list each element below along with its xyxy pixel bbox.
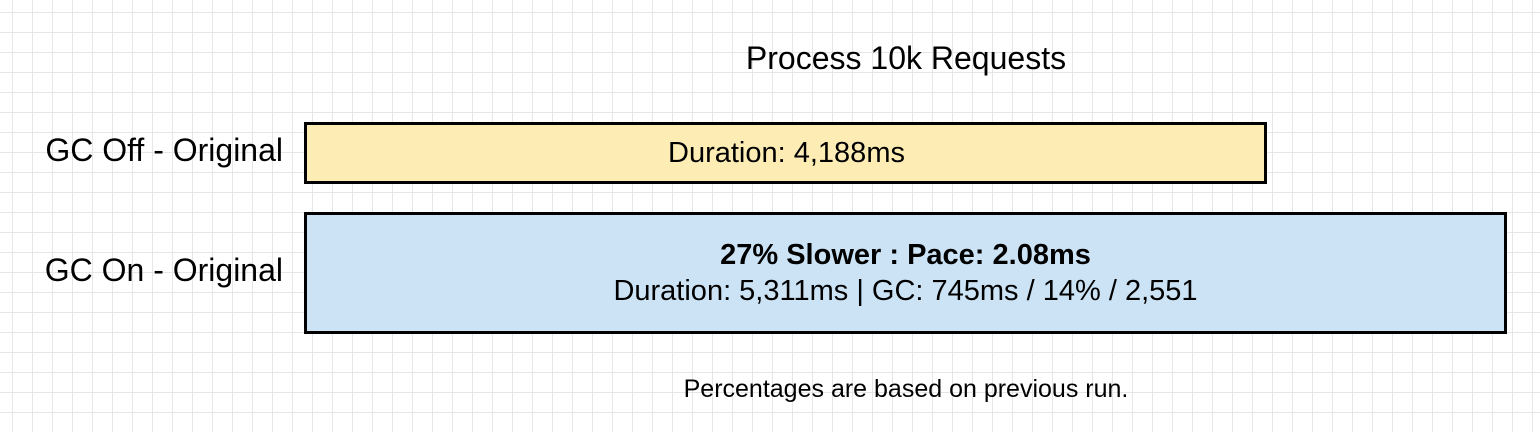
row-label-gc-off: GC Off - Original — [45, 132, 283, 168]
bar-gc-on-detail: Duration: 5,311ms | GC: 745ms / 14% / 2,… — [613, 275, 1198, 307]
bar-gc-on: 27% Slower : Pace: 2.08ms Duration: 5,31… — [304, 212, 1507, 334]
row-label-gc-on: GC On - Original — [44, 252, 283, 288]
bar-gc-off: Duration: 4,188ms — [304, 122, 1267, 184]
chart-title: Process 10k Requests — [745, 40, 1067, 76]
bar-gc-on-headline: 27% Slower : Pace: 2.08ms — [720, 239, 1091, 271]
bar-gc-off-duration: Duration: 4,188ms — [668, 136, 905, 169]
footnote: Percentages are based on previous run. — [683, 375, 1129, 403]
